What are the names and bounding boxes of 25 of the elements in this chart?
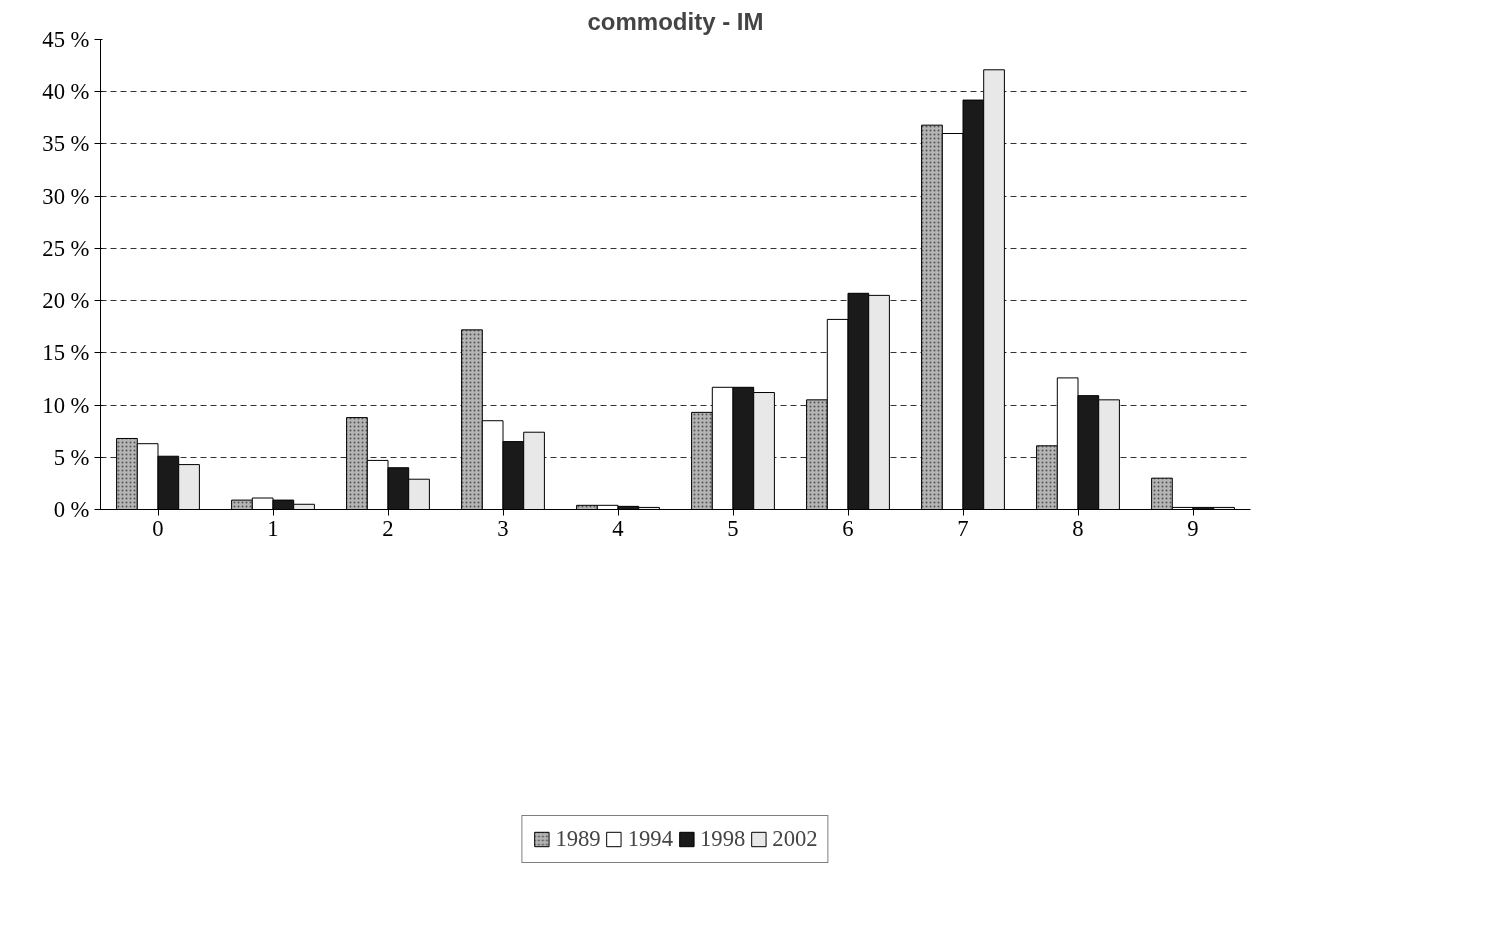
y-tick-label: 45 % [42, 27, 90, 52]
x-tick-label: 3 [497, 515, 509, 541]
y-tick-label: 15 % [42, 340, 90, 366]
legend-label: 1989 [555, 826, 601, 852]
y-tick-label: 20 % [42, 288, 90, 314]
y-tick-label: 30 % [42, 183, 90, 209]
y-tick-label: 25 % [42, 235, 90, 261]
y-tick-label: 0 % [53, 497, 90, 522]
y-tick-label: 35 % [42, 131, 90, 157]
x-tick-label: 7 [957, 515, 969, 541]
y-tick-label: 40 % [42, 79, 90, 105]
x-tick-label: 5 [727, 515, 739, 541]
x-tick-label: 0 [152, 515, 164, 541]
y-tick-label: 5 % [53, 444, 90, 470]
legend-label: 1994 [627, 826, 673, 852]
y-tick-label: 10 % [42, 392, 90, 418]
x-tick-label: 4 [612, 515, 624, 541]
x-tick-label: 8 [1072, 515, 1084, 541]
x-tick-label: 6 [842, 515, 854, 541]
legend-label: 2002 [772, 826, 818, 852]
x-tick-label: 9 [1187, 515, 1199, 541]
chart-title: commodity - IM [587, 7, 764, 35]
x-tick-label: 2 [382, 515, 394, 541]
x-tick-label: 1 [267, 515, 279, 541]
legend-label: 1998 [700, 826, 746, 852]
